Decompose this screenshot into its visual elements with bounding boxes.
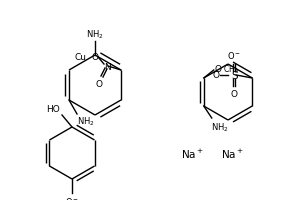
Text: O: O — [215, 65, 222, 74]
Text: HO: HO — [46, 104, 60, 113]
Text: O$^-$: O$^-$ — [65, 195, 79, 200]
Text: NH$_2$: NH$_2$ — [86, 28, 104, 41]
Text: NH$_2$: NH$_2$ — [77, 115, 95, 128]
Text: O$^-$: O$^-$ — [227, 50, 241, 61]
Text: Cu: Cu — [75, 52, 87, 61]
Text: O: O — [91, 52, 99, 61]
Text: O: O — [213, 71, 220, 80]
Text: N: N — [105, 62, 111, 71]
Text: CH$_3$: CH$_3$ — [223, 63, 239, 76]
Text: O: O — [231, 90, 238, 99]
Text: NH$_2$: NH$_2$ — [211, 120, 228, 133]
Text: Na$^+$: Na$^+$ — [181, 147, 203, 160]
Text: S: S — [231, 71, 237, 81]
Text: Na$^+$: Na$^+$ — [221, 147, 244, 160]
Text: O: O — [95, 80, 103, 89]
